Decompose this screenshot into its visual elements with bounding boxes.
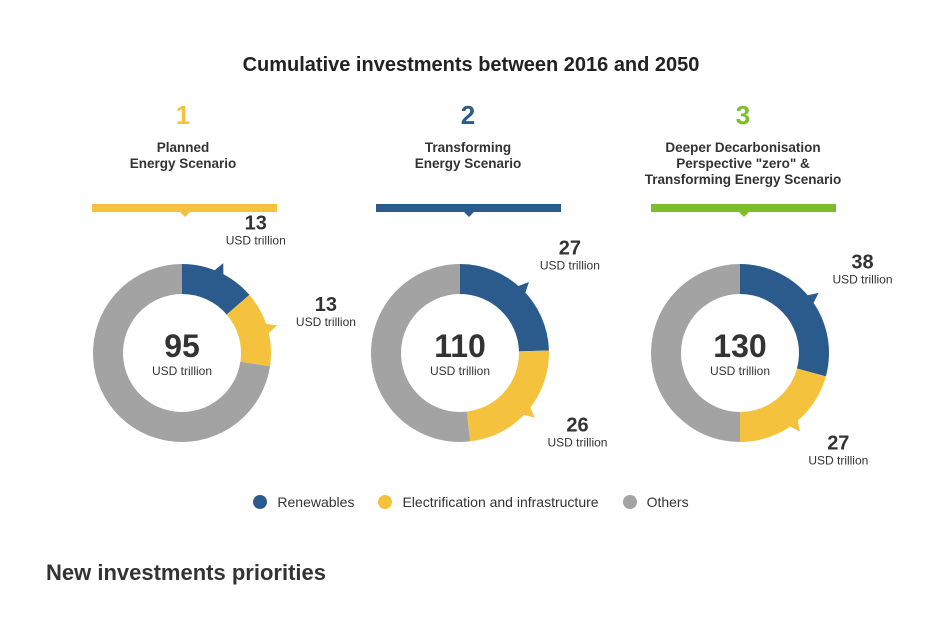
scenario-2-header: 2 Transforming Energy Scenario (348, 100, 588, 172)
scenario-1-header: 1 Planned Energy Scenario (63, 100, 303, 172)
donut-2-slice-others (370, 264, 471, 443)
donut-3-slice-renewables (740, 264, 829, 377)
scenario-3-bar (651, 204, 836, 217)
donut-1-slice-renewables (182, 264, 250, 315)
scenario-1-name-line: Planned (156, 140, 210, 155)
scenario-3-number: 3 (735, 100, 751, 130)
donut-1-total-value: 95 (164, 328, 200, 364)
donut-3-slice-others (651, 264, 740, 442)
donut-1-total-unit: USD trillion (152, 364, 212, 378)
donut-1-unit-renewables: USD trillion (226, 234, 286, 248)
donut-3-total-value: 130 (713, 328, 766, 364)
donut-2-unit-renewables: USD trillion (540, 258, 600, 272)
legend: Renewables Electrification and infrastru… (0, 494, 942, 510)
scenario-1-name: Planned Energy Scenario (63, 140, 303, 172)
donut-2-pointer-electrification (522, 406, 535, 418)
scenario-3-name-line: Transforming Energy Scenario (644, 172, 842, 187)
donut-3-total-unit: USD trillion (710, 364, 770, 378)
scenario-3-header: 3 Deeper Decarbonisation Perspective "ze… (623, 100, 863, 188)
legend-dot-electrification (378, 495, 393, 509)
scenario-3-name-line: Deeper Decarbonisation (665, 140, 821, 155)
scenario-1-name-line: Energy Scenario (129, 156, 237, 171)
donut-2-slice-electrification (466, 350, 549, 442)
scenario-3-name-line: Perspective "zero" & (676, 156, 810, 171)
legend-item-electrification: Electrification and infrastructure (378, 494, 599, 510)
donut-3-unit-renewables: USD trillion (832, 273, 892, 287)
chart-title: Cumulative investments between 2016 and … (242, 54, 700, 76)
scenario-1-number: 1 (175, 100, 191, 130)
scenario-2-name-line: Energy Scenario (414, 156, 522, 171)
donut-3-pointer-electrification (789, 419, 801, 432)
donut-1-unit-electrification: USD trillion (296, 315, 356, 329)
scenario-3-name: Deeper Decarbonisation Perspective "zero… (623, 140, 863, 188)
scenario-1-bar-notch (179, 212, 190, 217)
section-title: New investments priorities (46, 560, 326, 585)
legend-label: Renewables (277, 494, 355, 510)
legend-item-renewables: Renewables (253, 494, 354, 510)
scenario-2-number: 2 (460, 100, 476, 130)
donut-1-value-renewables: 13 (245, 213, 267, 235)
scenario-2-name-line: Transforming (424, 140, 512, 155)
legend-item-others: Others (622, 494, 689, 510)
legend-dot-others (622, 495, 637, 509)
legend-dot-renewables (253, 495, 268, 509)
scenario-3-bar-notch (738, 212, 749, 217)
donut-3-value-renewables: 38 (851, 252, 873, 274)
donut-1-pointer-renewables (213, 263, 224, 276)
donut-2-slice-renewables (460, 264, 549, 352)
donut-2-pointer-renewables (517, 282, 529, 294)
donut-1-value-electrification: 13 (315, 294, 337, 316)
donut-1-slice-others (92, 264, 271, 443)
donut-3-unit-electrification: USD trillion (808, 454, 868, 468)
donut-1-slice-electrification (226, 294, 271, 367)
scenario-2-bar-notch (463, 212, 474, 217)
legend-label: Electrification and infrastructure (402, 494, 599, 510)
legend-label: Others (646, 494, 689, 510)
scenario-2-bar (376, 204, 561, 217)
donut-2-unit-electrification: USD trillion (547, 435, 607, 449)
donut-2-value-electrification: 26 (566, 414, 588, 436)
donut-2-total-value: 110 (434, 328, 486, 364)
donut-3-slice-electrification (740, 368, 826, 442)
scenario-2-name: Transforming Energy Scenario (348, 140, 588, 172)
donut-3-value-electrification: 27 (827, 433, 849, 455)
scenario-1-bar (92, 204, 277, 217)
donut-2-value-renewables: 27 (559, 237, 581, 259)
donut-1-pointer-electrification (264, 323, 278, 334)
donut-3-pointer-renewables (806, 292, 819, 304)
donut-2-total-unit: USD trillion (430, 364, 490, 378)
